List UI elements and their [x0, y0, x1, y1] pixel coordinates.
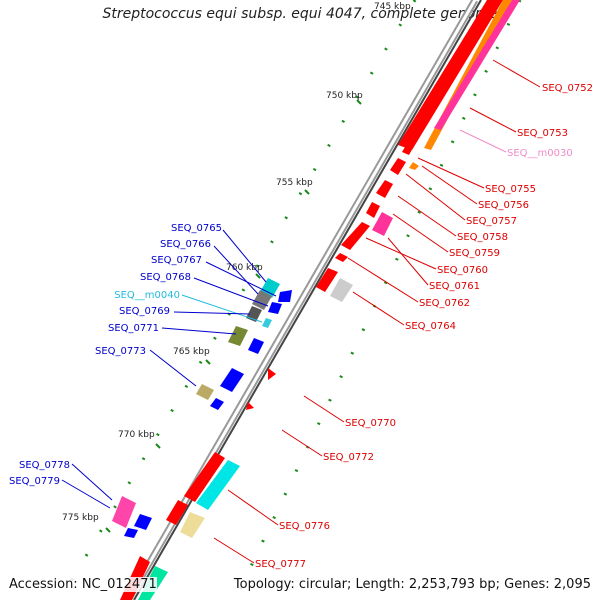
feature-SEQ_0764[interactable]: [316, 268, 338, 292]
topology-summary: Topology: circular; Length: 2,253,793 bp…: [233, 577, 591, 592]
feature-SEQ_0755[interactable]: [402, 142, 414, 155]
feature-SEQ_0763[interactable]: [330, 278, 353, 302]
feature-SEQ_0773c[interactable]: [210, 398, 224, 410]
gene-label[interactable]: SEQ_0759: [449, 248, 500, 259]
right-labels: SEQ_0752 SEQ_0753 SEQ__m0030 SEQ_0755 SE…: [255, 83, 593, 570]
feature-SEQ_0759[interactable]: [366, 202, 380, 218]
gene-label[interactable]: SEQ_0771: [108, 323, 159, 334]
feature-SEQ_0779[interactable]: [134, 514, 152, 530]
gene-label[interactable]: SEQ_0777: [255, 559, 306, 570]
gene-label[interactable]: SEQ_0770: [345, 418, 396, 429]
feature-SEQ_0774[interactable]: [184, 452, 225, 502]
map-title: Streptococcus equi subsp. equi 4047, com…: [102, 6, 498, 22]
feature-SEQ_0758[interactable]: [376, 180, 393, 198]
left-leaders: [61, 229, 277, 509]
gene-label[interactable]: SEQ_0753: [517, 128, 568, 139]
gene-label[interactable]: SEQ_0776: [279, 521, 330, 532]
gene-label[interactable]: SEQ_0752: [542, 83, 593, 94]
feature-SEQ_0776[interactable]: [166, 500, 188, 525]
tick-label: 775 kbp: [62, 513, 99, 523]
gene-label[interactable]: SEQ_0769: [119, 306, 170, 317]
gene-label[interactable]: SEQ_0772: [323, 452, 374, 463]
feature-SEQ_m0030[interactable]: [434, 0, 520, 130]
gene-label[interactable]: SEQ_0765: [171, 223, 222, 234]
feature-group-red: [120, 158, 406, 600]
feature-SEQ_0757[interactable]: [390, 158, 406, 175]
gene-label[interactable]: SEQ_0768: [140, 272, 191, 283]
tick-label: 760 kbp: [226, 263, 263, 273]
tick-labels: 745 kbp 750 kbp 755 kbp 760 kbp 765 kbp …: [62, 2, 411, 523]
feature-SEQ_0779b[interactable]: [124, 528, 138, 538]
feature-SEQ_0769b[interactable]: [248, 338, 264, 354]
gene-label[interactable]: SEQ_0755: [485, 184, 536, 195]
tick-label: 770 kbp: [118, 430, 155, 440]
gene-label[interactable]: SEQ_0779: [9, 476, 60, 487]
tick-label: 765 kbp: [173, 347, 210, 357]
gene-label[interactable]: SEQ_0773: [95, 346, 146, 357]
gene-label[interactable]: SEQ__m0030: [507, 148, 573, 159]
right-leaders: [213, 59, 541, 564]
gene-label[interactable]: SEQ__m0040: [114, 290, 180, 301]
feature-SEQ_0766[interactable]: [252, 290, 272, 310]
tick-label: 755 kbp: [276, 178, 313, 188]
feature-SEQ_0767[interactable]: [278, 290, 292, 302]
feature-SEQ_0756[interactable]: [409, 162, 419, 170]
gene-label[interactable]: SEQ_0762: [419, 298, 470, 309]
gene-label[interactable]: SEQ_0764: [405, 321, 456, 332]
left-labels: SEQ_0765 SEQ_0766 SEQ_0767 SEQ_0768 SEQ_…: [9, 223, 222, 487]
feature-SEQ_0772[interactable]: [246, 402, 254, 410]
feature-SEQ_0771[interactable]: [228, 326, 248, 346]
gene-label[interactable]: SEQ_0767: [151, 255, 202, 266]
gene-label[interactable]: SEQ_0778: [19, 460, 70, 471]
gene-label[interactable]: SEQ_0766: [160, 239, 211, 250]
feature-SEQ_0773b[interactable]: [196, 384, 214, 400]
feature-SEQ_0773[interactable]: [220, 368, 244, 392]
gene-label[interactable]: SEQ_0757: [466, 216, 517, 227]
gene-label[interactable]: SEQ_0760: [437, 265, 488, 276]
feature-SEQ_0761[interactable]: [372, 212, 393, 236]
feature-SEQ_m0040[interactable]: [262, 318, 272, 328]
gene-label[interactable]: SEQ_0758: [457, 232, 508, 243]
tick-marks: [105, 99, 362, 533]
gene-label[interactable]: SEQ_0761: [429, 281, 480, 292]
feature-SEQ_0777[interactable]: [180, 512, 205, 538]
feature-SEQ_0752[interactable]: [398, 0, 503, 150]
feature-SEQ_0770[interactable]: [268, 368, 276, 380]
feature-SEQ_0762[interactable]: [335, 253, 348, 262]
feature-SEQ_0775[interactable]: [196, 460, 240, 510]
tick-label: 745 kbp: [374, 2, 411, 12]
accession-text: Accession: NC_012471: [9, 577, 157, 592]
tick-label: 750 kbp: [326, 91, 363, 101]
feature-SEQ_0778[interactable]: [112, 496, 136, 528]
feature-SEQ_0768[interactable]: [268, 302, 282, 314]
gene-label[interactable]: SEQ_0756: [478, 200, 529, 211]
feature-SEQ_0760[interactable]: [341, 222, 370, 250]
feature-group-top: [398, 0, 520, 170]
